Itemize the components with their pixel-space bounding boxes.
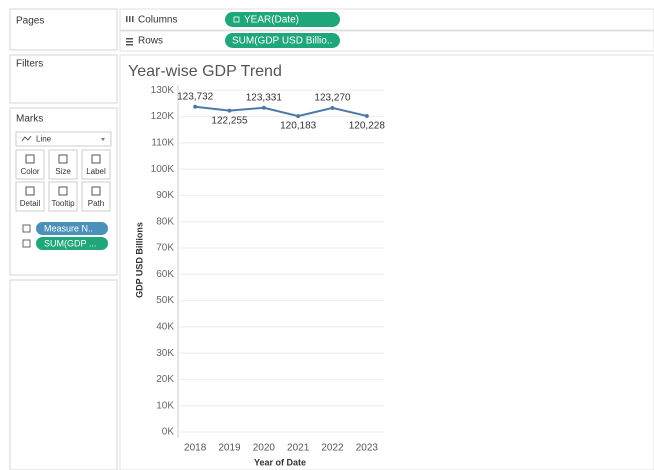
data-point [227,108,232,113]
data-label: 123,270 [314,93,351,104]
columns-shelf [119,8,654,31]
y-tick-label: 30K [156,348,174,359]
marks-pill-text: SUM(GDP ... [44,238,96,248]
y-tick-label: 100K [151,164,175,175]
mark-button-icon [58,154,68,164]
data-label: 123,331 [246,92,283,103]
y-tick-label: 0K [162,427,175,438]
x-tick-label: 2021 [287,443,310,454]
marks-pill-icon [22,239,31,248]
series-line [195,105,368,118]
mark-button-label: Tooltip [51,199,75,208]
data-label: 123,732 [177,91,214,102]
y-tick-label: 80K [156,216,174,227]
filters-panel [9,54,118,104]
pages-label: Pages [16,16,44,27]
rows-icon [126,38,133,46]
marks-pill-text: Measure N.. [44,223,93,233]
view-area [119,54,654,470]
y-tick-label: 70K [156,243,174,254]
mark-button-icon [25,154,35,164]
rows-pill[interactable] [225,33,340,48]
x-tick-label: 2019 [218,443,241,454]
x-tick-label: 2022 [321,443,344,454]
side-area [9,279,118,470]
y-axis-label: GDP USD Billions [134,222,144,298]
mark-button-icon [58,186,68,196]
x-tick-label: 2018 [184,443,207,454]
y-tick-label: 50K [156,295,174,306]
dropdown-arrow [101,138,105,141]
mark-button-label: Label [86,167,106,176]
rows-label: Rows [138,36,163,47]
marks-pill[interactable] [36,222,108,235]
y-tick-label: 10K [156,400,174,411]
data-point [193,104,198,109]
data-label: 120,183 [280,121,317,132]
x-tick-label: 2020 [253,443,276,454]
mark-button-label: Path [88,199,104,208]
marks-label: Marks [16,114,43,125]
columns-label: Columns [138,15,177,26]
rows-pill-text: SUM(GDP USD Billio.. [232,36,332,47]
marks-pill[interactable] [36,237,108,250]
mark-button-label: Size [55,167,71,176]
y-tick-label: 40K [156,321,174,332]
mark-type-dropdown[interactable] [15,131,112,147]
chart-title: Year-wise GDP Trend [128,63,282,80]
marks-pill-icon [22,224,31,233]
line-icon [21,135,32,142]
columns-icon [126,16,134,22]
mark-button-icon [91,186,101,196]
mark-button-icon [91,154,101,164]
y-tick-label: 130K [151,85,175,96]
data-point [364,113,369,118]
y-tick-label: 120K [151,111,175,122]
y-tick-label: 110K [151,137,174,148]
mark-type: Line [36,135,52,144]
x-axis-label: Year of Date [254,457,306,467]
data-point [296,114,301,119]
mark-button-label: Color [20,167,39,176]
mark-button[interactable] [15,149,45,180]
y-tick-label: 90K [156,190,174,201]
data-point [261,105,266,110]
data-point [330,105,335,110]
y-tick-label: 20K [156,374,174,385]
columns-pill-text: YEAR(Date) [244,15,299,26]
filters-label: Filters [16,59,43,70]
x-tick-label: 2023 [356,443,379,454]
columns-pill[interactable] [225,12,340,27]
mark-button-icon [25,186,35,196]
pill-icon [233,16,240,23]
rows-shelf [119,30,654,52]
data-label: 122,255 [211,115,248,126]
mark-button-label: Detail [20,199,41,208]
y-tick-label: 60K [156,269,174,280]
data-label: 120,228 [349,121,386,132]
pages-panel [9,8,118,51]
